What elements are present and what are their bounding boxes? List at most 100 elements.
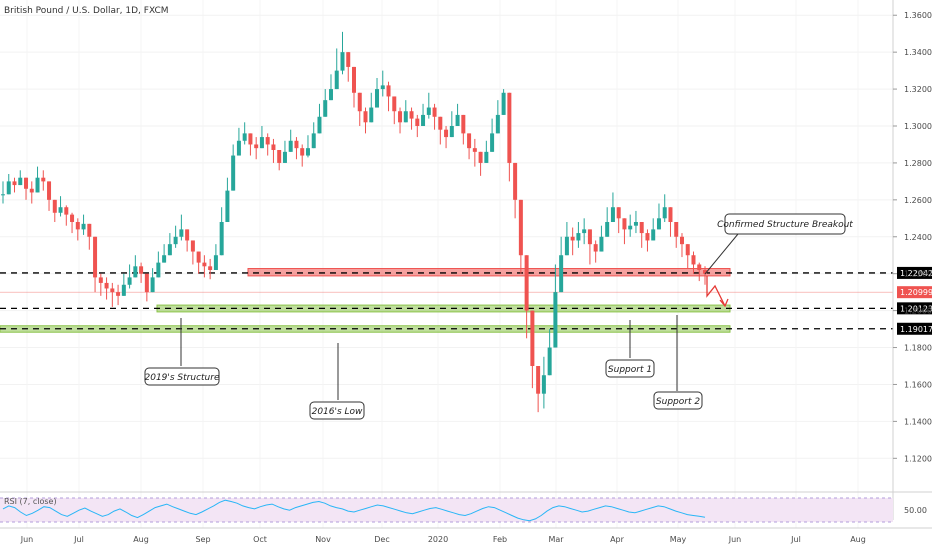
price-tick-label: 1.22000: [904, 270, 932, 279]
candle-body: [52, 199, 57, 213]
candle-body: [559, 255, 564, 293]
candle-body: [622, 218, 627, 230]
resistance-zone: [247, 268, 731, 277]
candle-body: [127, 277, 132, 285]
time-tick-label: Mar: [548, 535, 564, 544]
candle-body: [685, 244, 690, 256]
candle-body: [599, 236, 604, 252]
price-tick-label: 1.24000: [904, 233, 932, 242]
candle-body: [472, 148, 477, 152]
time-tick-label: Jun: [20, 535, 34, 544]
time-axis[interactable]: Jun Jul Aug Sep Oct Nov Dec 2020 Feb Mar Apr May Jun…: [20, 535, 866, 544]
candle-body: [369, 107, 374, 123]
candle-body: [363, 111, 368, 123]
callout-label: 2016's Low: [312, 407, 363, 417]
candle-body: [668, 207, 673, 222]
candle-body: [662, 207, 667, 219]
callout-support-1[interactable]: Support 1: [605, 320, 655, 378]
candle-body: [553, 292, 558, 348]
callout-breakout[interactable]: Confirmed Structure Breakout: [704, 213, 853, 275]
candle-body: [346, 52, 351, 67]
candle-body: [530, 310, 535, 366]
price-axis[interactable]: 1.36000 1.34000 1.32000 1.30000 1.28000 1.260…: [893, 11, 932, 463]
callout-label: Support 1: [608, 365, 652, 375]
callout-2016-low[interactable]: 2016's Low: [309, 343, 365, 420]
candle-body: [87, 223, 92, 237]
candle-body: [691, 255, 696, 265]
time-tick-label: Aug: [133, 535, 149, 544]
candle-body: [6, 181, 11, 195]
candle-body: [409, 111, 414, 119]
candle-body: [305, 148, 310, 156]
candle-body: [656, 218, 661, 230]
callout-label: 2019's Structure: [145, 373, 220, 383]
price-tick-label: 1.34000: [904, 48, 932, 57]
candle-body: [190, 240, 195, 252]
candle-body: [156, 262, 161, 278]
callout-box: [605, 359, 655, 378]
candle-body: [633, 222, 638, 226]
candle-body: [507, 92, 512, 163]
candle-body: [593, 244, 598, 252]
candle-body: [300, 148, 305, 156]
candle-body: [1, 194, 5, 196]
candle-body: [150, 277, 155, 293]
candle-body: [495, 114, 500, 134]
candle-body: [587, 229, 592, 245]
price-tick-label: 1.32000: [904, 85, 932, 94]
price-tick-label: 1.26000: [904, 196, 932, 205]
candle-body: [398, 111, 403, 123]
candle-body: [98, 277, 103, 283]
candle-body: [196, 251, 201, 263]
callout-label: Support 2: [656, 397, 700, 407]
candle-body: [294, 140, 299, 149]
candle-body: [173, 236, 178, 245]
candle-body: [282, 151, 287, 163]
candle-body: [484, 151, 489, 163]
candle-body: [513, 162, 518, 200]
candle-body: [461, 114, 466, 134]
candle-body: [317, 116, 322, 134]
candle-body: [18, 177, 23, 186]
time-tick-label: Apr: [610, 535, 625, 544]
candle-body: [426, 107, 431, 115]
candle-body: [403, 111, 408, 123]
candle-body: [438, 116, 443, 130]
candle-body: [144, 273, 149, 293]
time-tick-label: Jun: [728, 535, 742, 544]
candle-body: [536, 366, 541, 394]
time-tick-label: Sep: [195, 535, 210, 544]
time-tick-label: Jul: [790, 535, 801, 544]
candle-body: [58, 207, 63, 213]
candle-body: [576, 233, 581, 241]
candle-body: [311, 133, 316, 149]
time-tick-label: Nov: [315, 535, 331, 544]
time-tick-label: May: [670, 535, 687, 544]
level-badge-label: 1.22042: [900, 269, 932, 278]
callout-2019-structure[interactable]: 2019's Structure: [144, 318, 220, 386]
candle-body: [259, 137, 264, 149]
candle-body: [616, 207, 621, 219]
candle-body: [610, 207, 615, 222]
callout-support-2[interactable]: Support 2: [653, 315, 703, 410]
candle-body: [179, 229, 184, 237]
candle-body: [139, 266, 144, 274]
candle-body: [236, 140, 241, 156]
candle-body: [679, 236, 684, 245]
candle-body: [340, 52, 345, 71]
candle-body: [24, 177, 29, 189]
callout-pointer: [704, 233, 739, 275]
candle-body: [645, 233, 650, 241]
level-badge-label: 1.19017: [900, 325, 932, 334]
horizontal-levels: 1.22042 1.20123 1.19017 1.20999: [0, 266, 932, 335]
candle-body: [518, 199, 523, 256]
level-badge: [897, 266, 932, 279]
candle-body: [415, 118, 420, 126]
candle-body: [352, 66, 356, 93]
candle-body: [334, 70, 339, 90]
rsi-label: RSI (7, close): [4, 497, 57, 506]
price-tick-label: 1.12000: [904, 454, 932, 463]
price-tick-label: 1.14000: [904, 417, 932, 426]
candle-body: [449, 126, 454, 138]
